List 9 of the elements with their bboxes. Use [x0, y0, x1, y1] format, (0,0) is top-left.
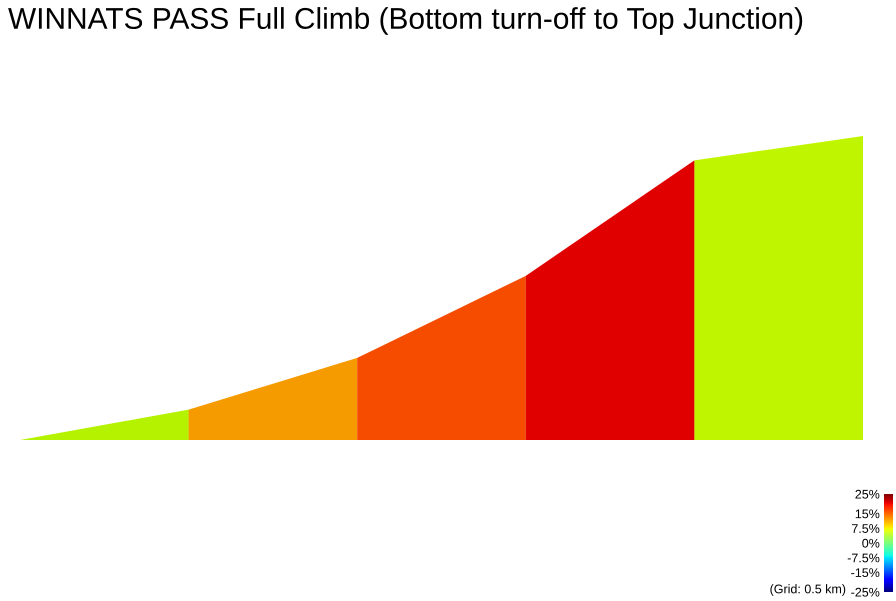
color-bar-label: -15% — [851, 568, 880, 578]
color-bar-label: 7.5% — [852, 524, 880, 533]
chart-title: WINNATS PASS Full Climb (Bottom turn-off to Top Junction) — [8, 7, 802, 35]
color-bar-label: 25% — [855, 490, 880, 499]
color-bar-label: 15% — [856, 509, 880, 518]
color-bar-label: 0% — [862, 538, 880, 548]
color-bar-label: -7.5% — [848, 554, 880, 562]
text: (Grid: 0.5 km) — [770, 584, 846, 596]
color-bar-label: -25% — [851, 588, 880, 597]
